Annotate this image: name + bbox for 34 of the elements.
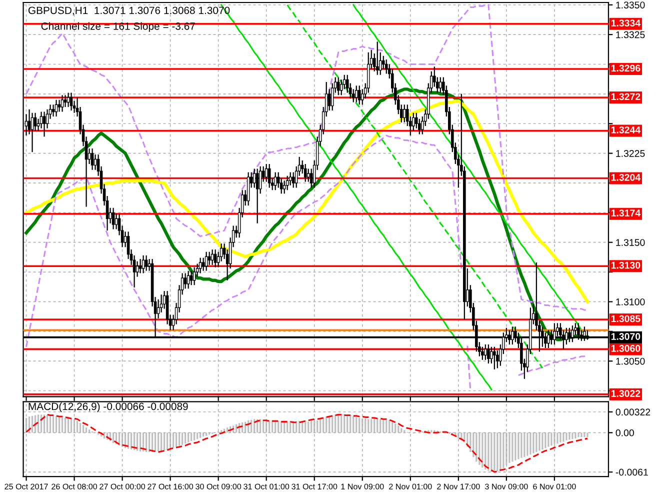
ref-line-label: 1.3085: [611, 315, 640, 322]
annotation: Channel size = 161 Slope = -3.67: [41, 22, 195, 32]
ref-line-label: 1.3204: [611, 174, 640, 181]
ref-line-label: 1.3174: [611, 210, 640, 216]
y-tick-label: 0.00: [616, 429, 634, 436]
y-tick-label: 1.3050: [616, 358, 645, 365]
ref-line-label: 1.3060: [611, 344, 640, 352]
ref-line-label: 1.3296: [611, 64, 640, 72]
x-tick-label: 30 Oct 09:00: [196, 484, 242, 490]
y-tick-label: 0.00322: [616, 408, 650, 416]
x-tick-label: 6 Nov 01:00: [533, 484, 576, 490]
ref-line-label: 1.3130: [611, 262, 640, 269]
y-tick-label: 1.3350: [616, 2, 645, 8]
x-tick-label: 27 Oct 16:00: [148, 484, 194, 490]
x-tick-label: 3 Nov 09:00: [485, 484, 528, 490]
x-tick-label: 27 Oct 00:00: [100, 484, 146, 490]
x-tick-label: 31 Oct 01:00: [244, 484, 290, 490]
y-tick-label: 1.3325: [616, 31, 645, 38]
ref-line-label: 1.3022: [611, 390, 640, 397]
x-tick-label: 2 Nov 17:00: [437, 484, 480, 490]
ref-line-label: 1.3334: [611, 20, 640, 26]
ref-line-label: 1.3244: [611, 126, 640, 134]
ref-line-label: 1.3070: [611, 333, 640, 340]
x-tick-label: 26 Oct 08:00: [52, 484, 98, 490]
x-tick-label: 31 Oct 17:00: [292, 484, 338, 490]
chart-title: MACD(12,26,9) -0.00066 -0.00089: [28, 402, 188, 412]
y-tick-label: 1.3225: [616, 150, 645, 157]
x-tick-label: 25 Oct 2017: [4, 484, 48, 490]
y-tick-label: -0.0061: [616, 468, 648, 476]
y-tick-label: 1.3150: [616, 239, 645, 246]
x-tick-label: 1 Nov 09:00: [341, 484, 384, 490]
ref-line-label: 1.3272: [611, 93, 640, 100]
x-tick-label: 2 Nov 01:00: [389, 484, 432, 490]
y-tick-label: 1.3100: [616, 298, 645, 306]
